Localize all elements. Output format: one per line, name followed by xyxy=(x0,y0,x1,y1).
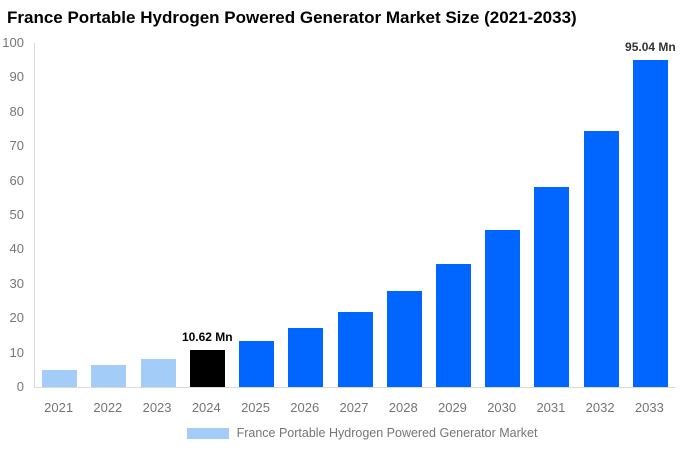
bar-2027 xyxy=(337,311,373,387)
bar-2022 xyxy=(91,365,127,387)
x-tick-label-2023: 2023 xyxy=(142,400,172,415)
x-tick-label-2029: 2029 xyxy=(437,400,467,415)
x-tick-label-2033: 2033 xyxy=(634,400,664,415)
y-tick-label-30: 30 xyxy=(9,275,24,291)
bar-2029 xyxy=(435,264,471,387)
bar-2031 xyxy=(534,187,570,387)
y-tick-label-60: 60 xyxy=(9,172,24,188)
y-axis-labels: 0 10 20 30 40 50 60 70 80 90 100 xyxy=(0,0,24,450)
y-tick-label-10: 10 xyxy=(9,344,24,360)
x-axis-labels: 2021 2022 2023 2024 2025 2026 2027 2028 2029 2030… xyxy=(34,400,674,416)
bar-2030 xyxy=(485,230,521,387)
legend-swatch xyxy=(186,427,229,439)
y-tick-label-90: 90 xyxy=(9,69,24,85)
x-tick-label-2025: 2025 xyxy=(241,400,270,415)
legend: France Portable Hydrogen Powered Generat… xyxy=(0,426,680,440)
plot-area: 10.62 Mn 95.04 Mn xyxy=(34,41,676,388)
y-tick-label-20: 20 xyxy=(9,310,24,326)
x-tick-label-2032: 2032 xyxy=(585,400,615,415)
y-tick-label-40: 40 xyxy=(9,241,24,257)
bar-2025 xyxy=(239,340,275,387)
x-tick-label-2022: 2022 xyxy=(93,400,123,415)
x-tick-label-2021: 2021 xyxy=(44,400,74,415)
bar-2021 xyxy=(42,369,78,387)
x-tick-label-2024: 2024 xyxy=(191,400,221,415)
chart-title: France Portable Hydrogen Powered Generat… xyxy=(7,8,577,27)
bar-value-label-2033: 95.04 Mn xyxy=(625,40,676,55)
bar-value-label-2024: 10.62 Mn xyxy=(181,330,233,345)
y-tick-label-50: 50 xyxy=(9,207,24,222)
bar-2028 xyxy=(386,290,422,387)
legend-label: France Portable Hydrogen Powered Generat… xyxy=(236,426,538,440)
bar-2032 xyxy=(583,131,619,387)
y-tick-label-70: 70 xyxy=(9,138,24,154)
y-tick-label-80: 80 xyxy=(9,103,24,119)
x-tick-label-2028: 2028 xyxy=(388,400,418,415)
x-tick-label-2027: 2027 xyxy=(339,400,369,415)
bar-2026 xyxy=(288,328,324,387)
y-tick-label-100: 100 xyxy=(2,35,24,50)
x-tick-label-2031: 2031 xyxy=(536,400,566,415)
y-tick-label-0: 0 xyxy=(16,379,24,394)
bar-2024 xyxy=(189,350,225,387)
bar-2023 xyxy=(140,359,176,387)
bar-2033 xyxy=(632,60,668,387)
x-tick-label-2030: 2030 xyxy=(487,400,517,415)
x-tick-label-2026: 2026 xyxy=(290,400,320,415)
